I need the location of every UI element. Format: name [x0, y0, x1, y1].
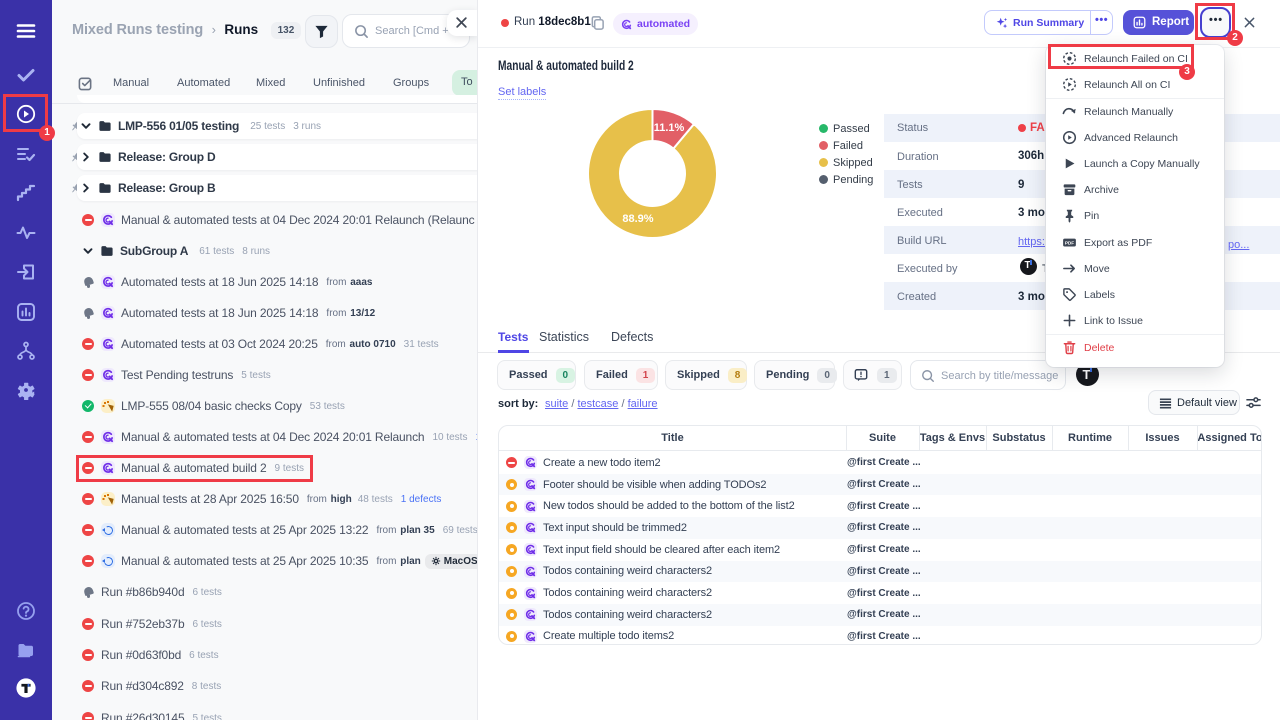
svg-text:11.1%: 11.1%	[654, 122, 685, 134]
svg-text:88.9%: 88.9%	[622, 213, 653, 225]
svg-text:PDF: PDF	[1065, 241, 1074, 246]
